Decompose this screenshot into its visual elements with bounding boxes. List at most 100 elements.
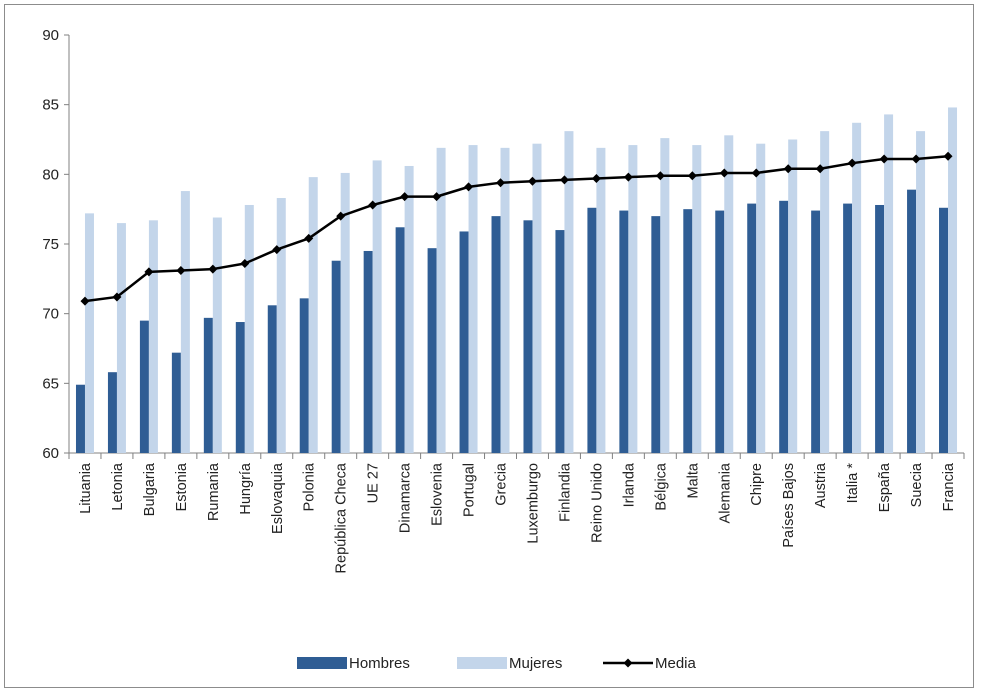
media-point: [272, 245, 282, 255]
bar-mujeres: [180, 191, 190, 453]
media-point: [527, 176, 537, 186]
bar-mujeres: [596, 147, 606, 454]
x-category-label: Alemania: [717, 462, 733, 523]
y-tick-label: 70: [42, 306, 59, 323]
media-point: [336, 211, 346, 221]
bar-mujeres: [500, 147, 510, 454]
bar-hombres: [587, 207, 597, 453]
y-tick-label: 85: [42, 97, 59, 114]
bar-hombres: [747, 203, 757, 453]
y-tick-label: 60: [42, 445, 59, 462]
media-point: [368, 200, 378, 210]
media-point: [943, 151, 953, 161]
bar-hombres: [331, 260, 341, 453]
media-point: [847, 158, 857, 168]
bar-mujeres: [244, 204, 254, 453]
media-point: [591, 174, 601, 184]
bar-hombres: [843, 203, 853, 453]
bar-hombres: [715, 210, 725, 453]
x-category-label: Reino Unido: [589, 463, 605, 543]
bar-mujeres: [788, 139, 798, 453]
bar-mujeres: [852, 122, 862, 453]
bar-mujeres: [276, 198, 286, 453]
media-point: [464, 182, 474, 192]
bar-mujeres: [404, 165, 414, 453]
bar-mujeres: [692, 145, 702, 453]
bar-mujeres: [564, 131, 574, 453]
x-category-label: UE 27: [366, 463, 382, 503]
x-category-label: Bulgaria: [142, 462, 158, 516]
bar-hombres: [523, 220, 533, 453]
x-category-label: Chipre: [749, 463, 765, 506]
bar-hombres: [203, 317, 213, 453]
media-point: [879, 154, 889, 164]
media-point: [655, 171, 665, 181]
bar-mujeres: [660, 138, 670, 453]
media-point: [751, 168, 761, 178]
bar-mujeres: [148, 220, 158, 453]
x-category-label: Irlanda: [621, 462, 637, 507]
legend: Hombres Mujeres Media: [297, 655, 697, 672]
x-category-label: Polonia: [302, 462, 318, 511]
bar-hombres: [619, 210, 629, 453]
bar-mujeres: [340, 172, 350, 453]
bar-hombres: [491, 216, 501, 453]
x-category-label: Malta: [685, 462, 701, 498]
bar-hombres: [779, 200, 789, 453]
legend-marker-media: [623, 658, 633, 668]
x-category-label: Bélgica: [653, 462, 669, 510]
x-category-label: Finlandia: [557, 462, 573, 522]
x-category-label: Eslovenia: [430, 462, 446, 526]
media-point: [112, 292, 122, 302]
bar-hombres: [939, 207, 949, 453]
legend-label-mujeres: Mujeres: [509, 655, 562, 672]
bar-hombres: [811, 210, 821, 453]
bar-hombres: [107, 372, 117, 453]
bar-mujeres: [212, 217, 222, 453]
media-point: [208, 264, 218, 274]
bar-mujeres: [436, 147, 446, 454]
media-point: [496, 178, 506, 188]
bar-hombres: [75, 384, 85, 453]
x-category-label: Portugal: [462, 463, 478, 517]
x-category-label: Luxemburgo: [525, 463, 541, 544]
media-point: [80, 296, 90, 306]
bar-hombres: [139, 320, 149, 453]
bar-hombres: [235, 322, 245, 453]
x-category-label: Países Bajos: [781, 463, 797, 548]
y-tick-label: 90: [42, 27, 59, 44]
media-point: [176, 265, 186, 275]
legend-swatch-hombres: [297, 657, 347, 669]
x-category-label: Austria: [813, 462, 829, 508]
bar-mujeres: [532, 143, 542, 453]
bar-hombres: [299, 298, 309, 453]
x-category-label: Eslovaquia: [270, 462, 286, 534]
media-point: [719, 168, 729, 178]
media-point: [783, 164, 793, 174]
media-point: [240, 259, 250, 269]
media-point: [687, 171, 697, 181]
bar-mujeres: [820, 131, 830, 453]
bar-mujeres: [724, 135, 734, 453]
media-point: [304, 233, 314, 243]
x-category-label: Lituania: [78, 462, 94, 514]
x-category-label: Dinamarca: [398, 462, 414, 533]
x-category-label: Hungría: [238, 462, 254, 515]
media-point: [911, 154, 921, 164]
bar-mujeres: [308, 177, 318, 453]
y-tick-label: 65: [42, 375, 59, 392]
bar-hombres: [363, 250, 373, 453]
bar-hombres: [267, 305, 277, 453]
x-category-label: Letonia: [110, 462, 126, 511]
x-category-label: Francia: [941, 462, 957, 511]
bar-mujeres: [916, 131, 926, 453]
bar-hombres: [683, 209, 693, 453]
bar-mujeres: [756, 143, 766, 453]
media-point: [623, 172, 633, 182]
y-tick-label: 75: [42, 236, 59, 253]
bar-mujeres: [884, 114, 894, 454]
media-line: [80, 151, 953, 306]
bar-hombres: [395, 227, 405, 453]
bars: [75, 107, 958, 454]
